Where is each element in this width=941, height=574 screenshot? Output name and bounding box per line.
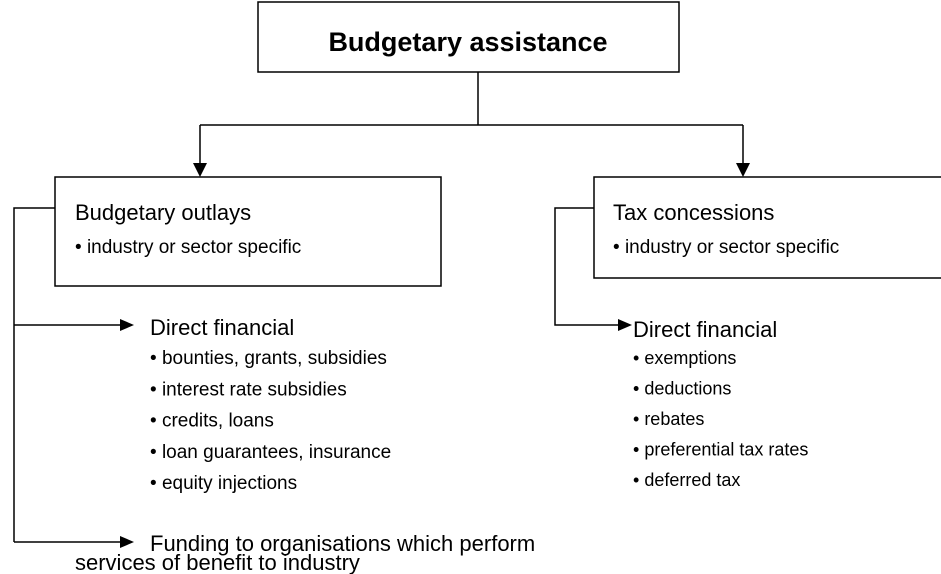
branch-title: Tax concessions (613, 200, 774, 225)
item-text: equity injections (162, 473, 297, 494)
item-text: rebates (644, 409, 704, 429)
arrowhead (120, 319, 134, 331)
list-item: • loan guarantees, insurance (150, 442, 391, 463)
item-text: exemptions (644, 348, 736, 368)
list-item: • deductions (633, 379, 731, 399)
group-title: Direct financial (633, 317, 777, 342)
group-title: Direct financial (150, 315, 294, 340)
arrowhead (736, 163, 750, 177)
item-text: interest rate subsidies (162, 379, 347, 400)
group-line: services of benefit to industry (75, 550, 360, 574)
branch-box (593, 176, 941, 279)
connector (554, 207, 620, 326)
branch-subtitle: • industry or sector specific (75, 237, 301, 258)
item-text: loan guarantees, insurance (162, 442, 391, 463)
subtitle-text: industry or sector specific (625, 237, 839, 258)
item-text: preferential tax rates (644, 440, 808, 460)
root-title: Budgetary assistance (328, 27, 607, 57)
arrowhead (120, 536, 134, 548)
subtitle-text: industry or sector specific (87, 237, 301, 258)
branch-title: Budgetary outlays (75, 200, 251, 225)
list-item: • exemptions (633, 348, 736, 368)
item-text: deferred tax (644, 470, 740, 490)
arrowhead (193, 163, 207, 177)
item-text: deductions (644, 379, 731, 399)
item-text: credits, loans (162, 411, 274, 432)
connector (13, 207, 122, 543)
group-line: Funding to organisations which perform (150, 531, 535, 556)
item-text: bounties, grants, subsidies (162, 348, 387, 369)
branch-subtitle: • industry or sector specific (613, 237, 839, 258)
list-item: • rebates (633, 409, 704, 429)
list-item: • equity injections (150, 473, 297, 494)
branch-box (54, 176, 442, 287)
root-box (257, 1, 680, 73)
connector (199, 72, 744, 165)
list-item: • bounties, grants, subsidies (150, 348, 387, 369)
list-item: • preferential tax rates (633, 440, 808, 460)
list-item: • deferred tax (633, 470, 740, 490)
list-item: • interest rate subsidies (150, 379, 347, 400)
list-item: • credits, loans (150, 411, 274, 432)
arrowhead (618, 319, 632, 331)
